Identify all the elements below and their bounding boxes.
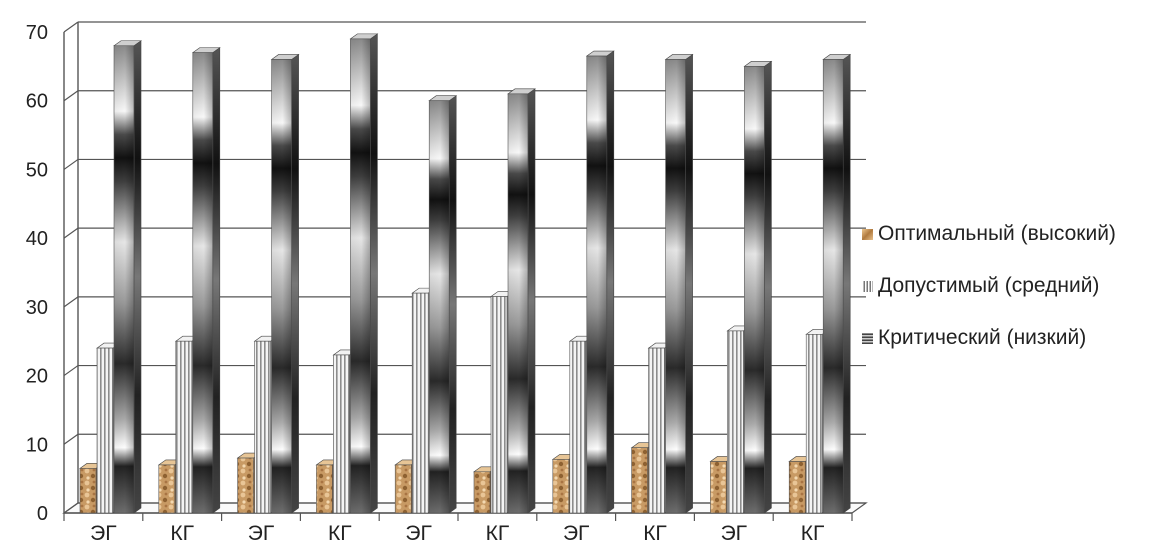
gridline-diagonal — [63, 502, 79, 514]
bar-optimal-front — [237, 457, 254, 514]
bar-critical-shade — [271, 59, 292, 513]
y-tick-label: 20 — [26, 366, 48, 388]
bar-critical-side — [527, 88, 536, 514]
bar-critical — [822, 53, 852, 514]
bar-medium-front — [569, 340, 587, 514]
x-category-label: ЭГ — [90, 522, 116, 545]
bar-optimal-front — [788, 461, 806, 514]
x-category-label: КГ — [170, 522, 194, 545]
legend-swatch-critical — [862, 332, 873, 344]
bar-critical-side — [133, 40, 142, 514]
gridline-diagonal — [63, 90, 79, 102]
bar-critical-shade — [350, 38, 371, 513]
bar-optimal-front — [316, 464, 333, 514]
bar-optimal-front — [79, 468, 97, 514]
legend-item-optimal: Оптимальный (высокий) — [862, 218, 1167, 250]
bar-critical — [349, 33, 379, 514]
bars — [79, 33, 852, 514]
bar-critical-side — [685, 53, 693, 514]
bar-critical-side — [291, 53, 299, 514]
bar-medium-front — [411, 292, 429, 514]
bar-critical-side — [842, 53, 851, 514]
bar-optimal-front — [552, 459, 570, 514]
bar-critical-shade — [114, 45, 134, 513]
bar-medium-front — [175, 340, 193, 514]
bar-critical-side — [606, 50, 615, 514]
bar-optimal-front — [394, 464, 412, 514]
bar-optimal-front — [473, 471, 491, 514]
bar-critical-shade — [586, 56, 607, 514]
x-category-label: ЭГ — [721, 522, 747, 545]
gridline-diagonal — [63, 21, 79, 33]
bar-critical-side — [212, 47, 221, 514]
x-category-labels: ЭГ КГ ЭГ КГ ЭГ КГ ЭГ КГ ЭГ КГ — [90, 522, 824, 545]
legend-label-medium: Допустимый (средний) — [878, 274, 1100, 297]
bar-medium-front — [727, 330, 744, 514]
y-tick-label: 40 — [26, 228, 48, 250]
legend-swatch-optimal — [862, 228, 873, 240]
bar-critical-side — [764, 60, 772, 514]
x-category-label: ЭГ — [248, 522, 274, 545]
legend-item-medium: Допустимый (средний) — [862, 270, 1167, 302]
bar-medium-front — [490, 296, 508, 514]
bar-optimal-front — [710, 461, 727, 514]
x-category-label: КГ — [643, 522, 667, 545]
bar-critical — [664, 53, 694, 514]
legend-label-optimal: Оптимальный (высокий) — [878, 222, 1116, 245]
y-tick-labels: 0 10 20 30 40 50 60 70 — [26, 22, 48, 525]
bar-critical-shade — [429, 100, 450, 513]
x-category-label: КГ — [328, 522, 352, 545]
x-category-label: ЭГ — [405, 522, 431, 545]
legend-label-critical: Критический (низкий) — [878, 326, 1087, 349]
gridline-diagonal — [63, 365, 79, 377]
x-category-label: КГ — [486, 522, 510, 545]
bar-critical-side — [370, 33, 378, 514]
bar-medium-front — [648, 347, 665, 514]
bar-critical — [270, 53, 300, 514]
bar-critical — [743, 60, 773, 514]
bar-medium-front — [96, 347, 114, 514]
legend-swatch-medium — [862, 280, 873, 292]
bar-critical — [585, 50, 615, 514]
x-category-label: ЭГ — [563, 522, 589, 545]
bar-medium-front — [333, 354, 350, 514]
y-tick-label: 60 — [26, 91, 48, 113]
gridline-diagonal — [63, 158, 79, 170]
bar-critical-shade — [744, 66, 765, 513]
gridline-diagonal — [63, 433, 79, 445]
y-tick-label: 0 — [37, 503, 48, 525]
bar-critical — [507, 88, 536, 514]
bar-medium-front — [805, 334, 823, 514]
y-tick-label: 50 — [26, 159, 48, 181]
bar-optimal-front — [631, 447, 648, 514]
bar-critical-side — [448, 95, 457, 514]
legend: Оптимальный (высокий) Допустимый (средни… — [862, 218, 1167, 374]
gridline-diagonal — [63, 296, 79, 308]
bar-critical-shade — [192, 52, 213, 513]
bar-critical — [113, 40, 142, 514]
bar-critical — [191, 47, 221, 514]
y-tick-label: 10 — [26, 434, 48, 456]
bar-medium-front — [254, 340, 271, 514]
y-tick-label: 70 — [26, 22, 48, 44]
y-tick-label: 30 — [26, 297, 48, 319]
legend-item-critical: Критический (низкий) — [862, 322, 1167, 354]
bar-critical-shade — [508, 93, 528, 513]
bar-optimal-front — [158, 464, 176, 514]
bar-critical-shade — [665, 59, 686, 513]
bar-critical — [428, 95, 458, 514]
bar-critical-shade — [823, 59, 844, 513]
x-category-label: КГ — [801, 522, 825, 545]
gridline-diagonal — [63, 227, 79, 239]
